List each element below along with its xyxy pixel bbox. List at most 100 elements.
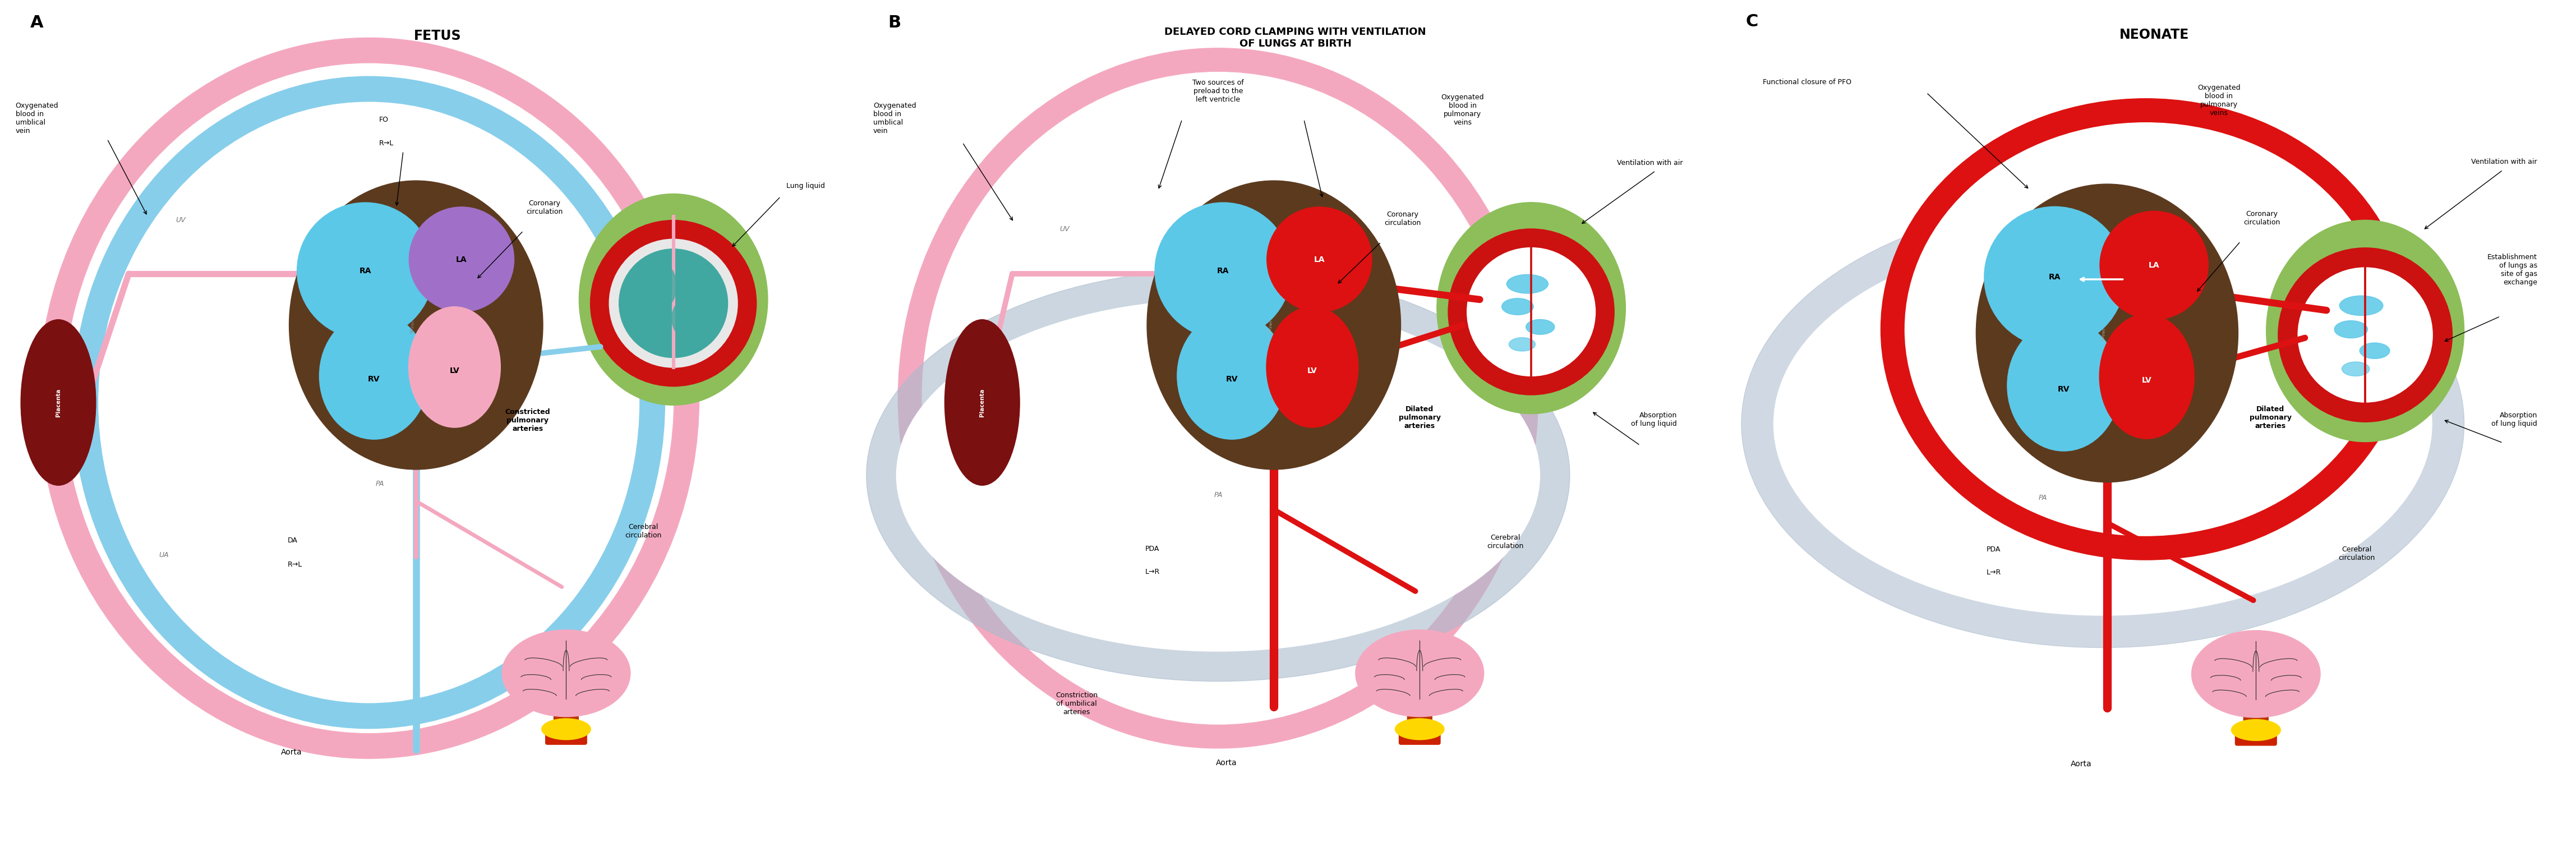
Ellipse shape xyxy=(1177,312,1285,439)
Text: Functional closure of PFO: Functional closure of PFO xyxy=(1762,79,1852,86)
Circle shape xyxy=(1267,207,1373,312)
Text: L→R: L→R xyxy=(1986,569,2002,576)
Ellipse shape xyxy=(2342,362,2370,376)
Ellipse shape xyxy=(2339,296,2383,316)
Ellipse shape xyxy=(1525,319,1553,335)
Ellipse shape xyxy=(502,630,631,717)
Ellipse shape xyxy=(2099,314,2195,439)
Text: Two sources of
preload to the
left ventricle: Two sources of preload to the left ventr… xyxy=(1193,79,1244,103)
Text: Ventilation with air: Ventilation with air xyxy=(2470,158,2537,166)
Text: RV: RV xyxy=(368,375,381,383)
Text: PA: PA xyxy=(2038,494,2048,502)
Text: Cerebral
circulation: Cerebral circulation xyxy=(1486,535,1525,550)
Ellipse shape xyxy=(72,76,665,728)
Circle shape xyxy=(2277,248,2452,422)
Text: Coronary
circulation: Coronary circulation xyxy=(1383,211,1422,227)
Ellipse shape xyxy=(1510,337,1535,351)
Text: Aorta: Aorta xyxy=(1216,759,1236,767)
Text: RV: RV xyxy=(2058,385,2069,393)
Ellipse shape xyxy=(1355,630,1484,717)
Text: Dilated
pulmonary
arteries: Dilated pulmonary arteries xyxy=(1399,406,1440,430)
Text: C: C xyxy=(1747,14,1759,29)
Ellipse shape xyxy=(1775,233,2432,615)
Circle shape xyxy=(1984,207,2125,348)
Text: B: B xyxy=(889,15,902,31)
FancyBboxPatch shape xyxy=(1399,724,1440,745)
Text: LV: LV xyxy=(451,367,459,375)
Ellipse shape xyxy=(98,102,639,702)
Text: LV: LV xyxy=(1309,367,1316,375)
Text: PDA: PDA xyxy=(1146,545,1159,553)
Circle shape xyxy=(296,202,433,339)
Text: Absorption
of lung liquid: Absorption of lung liquid xyxy=(2491,412,2537,427)
Text: Cerebral
circulation: Cerebral circulation xyxy=(2339,546,2375,561)
Text: LA: LA xyxy=(1314,255,1324,263)
Circle shape xyxy=(1466,247,1595,376)
Circle shape xyxy=(1154,202,1291,339)
Text: PA: PA xyxy=(376,480,384,487)
Text: Oxygenated
blood in
umblical
vein: Oxygenated blood in umblical vein xyxy=(15,102,59,135)
FancyBboxPatch shape xyxy=(554,695,580,731)
Ellipse shape xyxy=(896,299,1540,651)
Text: Constriction
of umbilical
arteries: Constriction of umbilical arteries xyxy=(1056,691,1097,715)
Text: LA: LA xyxy=(2148,261,2159,269)
Ellipse shape xyxy=(580,194,768,405)
Text: Oxygenated
blood in
pulmonary
veins: Oxygenated blood in pulmonary veins xyxy=(2197,84,2241,117)
Ellipse shape xyxy=(1947,166,2344,493)
Ellipse shape xyxy=(1507,274,1548,293)
Text: Absorption
of lung liquid: Absorption of lung liquid xyxy=(1631,412,1677,427)
Ellipse shape xyxy=(2007,320,2120,451)
Text: DELAYED CORD CLAMPING WITH VENTILATION
OF LUNGS AT BIRTH: DELAYED CORD CLAMPING WITH VENTILATION O… xyxy=(1164,27,1427,48)
Ellipse shape xyxy=(866,270,1569,682)
Text: Satyan: Satyan xyxy=(2102,328,2107,342)
Text: Cerebral
circulation: Cerebral circulation xyxy=(626,523,662,539)
Circle shape xyxy=(1448,229,1615,395)
Text: L→R: L→R xyxy=(1146,568,1159,576)
Ellipse shape xyxy=(922,72,1515,724)
Ellipse shape xyxy=(410,307,500,427)
Text: A: A xyxy=(31,15,44,31)
Text: Placenta: Placenta xyxy=(57,388,62,417)
FancyBboxPatch shape xyxy=(546,724,587,745)
Ellipse shape xyxy=(1502,298,1533,315)
Text: PA: PA xyxy=(1213,491,1224,498)
Circle shape xyxy=(2298,267,2432,402)
Ellipse shape xyxy=(2192,631,2321,718)
Ellipse shape xyxy=(2267,220,2465,442)
Text: Oxygenated
blood in
pulmonary
veins: Oxygenated blood in pulmonary veins xyxy=(1440,93,1484,126)
Ellipse shape xyxy=(1267,307,1358,427)
Text: Oxygenated
blood in
umblical
vein: Oxygenated blood in umblical vein xyxy=(873,102,917,135)
Text: Aorta: Aorta xyxy=(2071,760,2092,768)
Ellipse shape xyxy=(1396,719,1445,740)
Text: Coronary
circulation: Coronary circulation xyxy=(2244,210,2280,226)
Text: Establishment
of lungs as
site of gas
exchange: Establishment of lungs as site of gas ex… xyxy=(2488,253,2537,286)
Ellipse shape xyxy=(21,319,95,485)
Circle shape xyxy=(2099,211,2208,319)
Text: Constricted
pulmonary
arteries: Constricted pulmonary arteries xyxy=(505,408,551,432)
Ellipse shape xyxy=(289,181,544,470)
Text: LA: LA xyxy=(456,255,466,263)
Text: DA: DA xyxy=(289,536,296,544)
Ellipse shape xyxy=(945,319,1020,485)
Text: LV: LV xyxy=(2141,376,2151,384)
Circle shape xyxy=(608,239,737,368)
Circle shape xyxy=(618,249,729,357)
FancyBboxPatch shape xyxy=(1406,695,1432,731)
Ellipse shape xyxy=(1976,184,2239,482)
Text: Dilated
pulmonary
arteries: Dilated pulmonary arteries xyxy=(2249,406,2293,430)
Text: UA: UA xyxy=(160,551,167,559)
Text: UV: UV xyxy=(175,217,185,224)
Ellipse shape xyxy=(541,719,590,740)
Ellipse shape xyxy=(672,301,693,336)
Text: RA: RA xyxy=(358,267,371,275)
FancyBboxPatch shape xyxy=(2244,696,2269,732)
Text: Ventilation with air: Ventilation with air xyxy=(1618,159,1682,166)
Ellipse shape xyxy=(1880,99,2411,560)
Circle shape xyxy=(590,221,757,387)
Text: RA: RA xyxy=(2048,273,2061,281)
FancyBboxPatch shape xyxy=(2236,725,2277,746)
Text: Lung liquid: Lung liquid xyxy=(786,183,824,189)
Text: NEONATE: NEONATE xyxy=(2120,29,2190,42)
Ellipse shape xyxy=(2231,720,2280,740)
Ellipse shape xyxy=(899,48,1538,748)
